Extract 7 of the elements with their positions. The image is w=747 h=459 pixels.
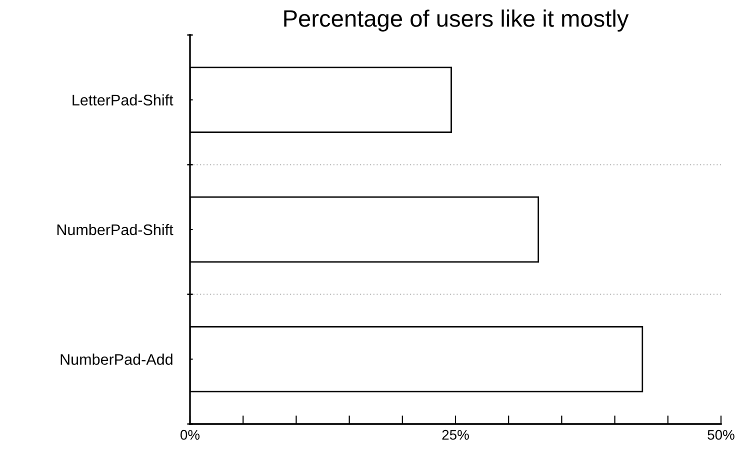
x-tick-label: 0% — [180, 430, 200, 440]
y-tick-label: NumberPad-Add — [60, 354, 172, 365]
x-tick-label: 50% — [708, 430, 734, 440]
y-tick-label: NumberPad-Shift — [57, 224, 174, 236]
chart-title: Percentage of users like it mostly — [284, 10, 629, 32]
y-tick-label: LetterPad-Shift — [72, 94, 174, 106]
x-tick-label: 25% — [442, 430, 469, 440]
